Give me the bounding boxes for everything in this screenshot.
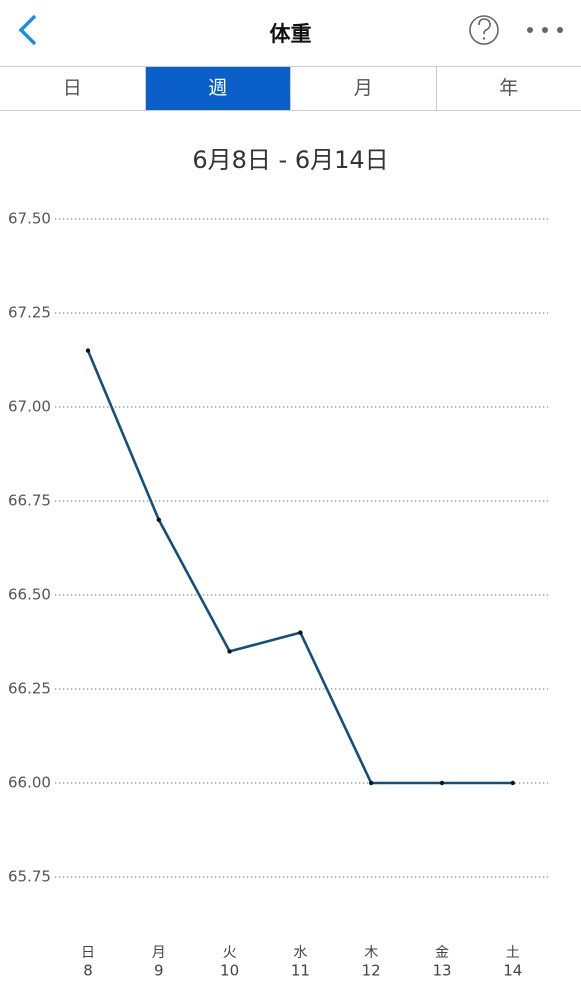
tab[interactable]: 日: [62, 77, 82, 99]
x-tick-label: 11: [291, 962, 310, 980]
x-tick-label: 土: [506, 945, 520, 961]
header: 体重: [0, 0, 581, 66]
x-tick-label: 9: [154, 962, 164, 980]
x-tick-label: 10: [220, 962, 239, 980]
y-tick-label: 67.25: [8, 304, 51, 322]
y-tick-label: 65.75: [8, 868, 51, 886]
point: [298, 630, 303, 635]
x-tick-label: 水: [293, 945, 307, 961]
x-tick-label: 火: [223, 945, 237, 961]
x-tick-label: 14: [503, 962, 522, 980]
tab[interactable]: 年: [435, 67, 581, 110]
x-tick-label: 12: [362, 962, 381, 980]
x-tick-label: 8: [83, 962, 93, 980]
x-tick-label: 金: [435, 945, 449, 961]
title: 体重: [269, 22, 312, 46]
help-button[interactable]: [469, 15, 499, 45]
y-tick-label: 67.00: [8, 398, 51, 416]
y-tick-label: 66.75: [8, 492, 51, 510]
y-tick-label: 66.25: [8, 680, 51, 698]
x-tick-label: 13: [432, 962, 451, 980]
tab[interactable]: 週: [144, 67, 290, 110]
point: [369, 780, 374, 786]
y-tick-label: 66.50: [8, 586, 51, 604]
tab[interactable]: 月: [290, 67, 436, 110]
date-range: 6月8日 - 6月14日: [192, 146, 389, 174]
x-tick-label: 日: [81, 945, 95, 961]
point: [156, 517, 161, 522]
y-tick-label: 67.50: [8, 210, 51, 228]
x-tick-label: 月: [152, 945, 166, 961]
tabs: 日 週月年: [0, 66, 581, 111]
back-button[interactable]: [18, 14, 37, 46]
header-icons: [18, 14, 563, 46]
point: [85, 348, 91, 353]
more-button[interactable]: [527, 27, 563, 33]
point: [227, 649, 232, 654]
y-tick-label: 66.00: [8, 774, 51, 792]
point: [439, 780, 445, 786]
line: [86, 350, 513, 785]
x-tick-label: 木: [364, 945, 378, 961]
point: [510, 780, 515, 786]
